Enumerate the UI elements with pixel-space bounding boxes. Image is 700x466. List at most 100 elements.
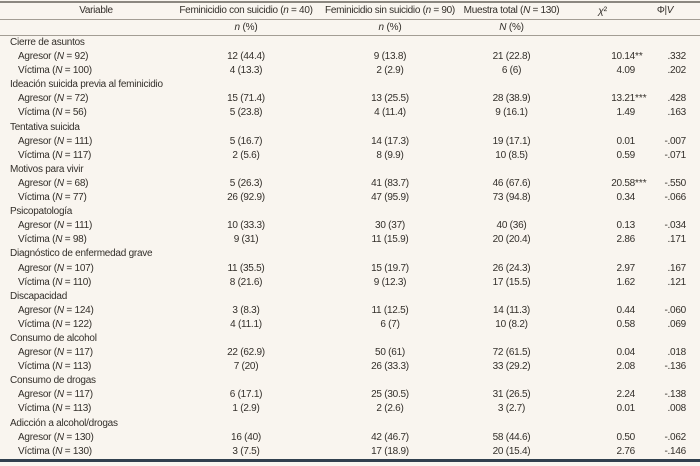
cell-chi-squared: 2.24 [616, 389, 636, 401]
cell-sin-suicidio: 9 (12.3) [373, 276, 407, 288]
cell-con-suicidio: 3 (8.3) [232, 304, 260, 316]
column-header-muestra-total: Muestra total (N = 130) [463, 5, 560, 16]
row-label: Víctima (N = 98) [18, 234, 87, 246]
cell-chi-squared: 0.50 [616, 431, 636, 443]
group-label: Ideación suicida previa al feminicidio [10, 79, 163, 91]
group-header-row: Consumo de alcohol [0, 332, 700, 346]
cell-phi-v: .332 [667, 51, 687, 63]
cell-muestra-total: 10 (8.2) [495, 318, 528, 330]
group-label: Consumo de drogas [10, 375, 96, 387]
row-label: Agresor (N = 130) [18, 431, 94, 443]
cell-chi-squared: 0.44 [616, 304, 636, 316]
cell-sin-suicidio: 47 (95.9) [371, 192, 409, 204]
cell-chi-squared: 2.86 [616, 234, 636, 246]
subheader-n-pct-total: N (%) [499, 22, 524, 33]
table-row: Agresor (N = 117) 22 (62.9) 50 (61) 72 (61.… [0, 346, 700, 360]
cell-sin-suicidio: 26 (33.3) [371, 361, 409, 373]
cell-muestra-total: 28 (38.9) [492, 93, 531, 105]
cell-phi-v: .008 [667, 403, 687, 415]
cell-muestra-total: 9 (16.1) [495, 107, 528, 119]
cell-chi-squared: 2.76 [616, 445, 636, 457]
cell-sin-suicidio: 6 (7) [380, 318, 400, 330]
cell-phi-v: -.062 [664, 431, 686, 443]
column-header-variable: Variable [79, 5, 113, 16]
cell-chi-squared: 0.04 [616, 347, 636, 359]
subheader-n-pct-con: n (%) [234, 22, 258, 33]
cell-sin-suicidio: 2 (2.9) [376, 65, 404, 77]
cell-chi-squared: 2.08 [616, 361, 636, 373]
cell-chi-squared: 0.59 [616, 149, 636, 161]
subheader-divider-rule [0, 35, 700, 36]
cell-phi-v: -.550 [664, 177, 686, 189]
row-label: Víctima (N = 117) [18, 149, 92, 161]
cell-muestra-total: 46 (67.6) [492, 177, 531, 189]
row-label: Agresor (N = 117) [18, 389, 93, 401]
cell-chi-squared: 1.49 [616, 107, 636, 119]
table-row: Agresor (N = 130) 16 (40) 42 (46.7) 58 (44.… [0, 431, 700, 445]
table-row: Víctima (N = 77) 26 (92.9) 47 (95.9) 73 (94… [0, 191, 700, 205]
group-label: Motivos para vivir [10, 163, 84, 175]
cell-muestra-total: 40 (36) [496, 220, 527, 232]
cell-con-suicidio: 4 (13.3) [229, 65, 263, 77]
table-row: Víctima (N = 113) 7 (20) 26 (33.3) 33 (29.2… [0, 360, 700, 374]
cell-muestra-total: 21 (22.8) [492, 51, 531, 63]
cell-phi-v: .163 [667, 107, 687, 119]
cell-muestra-total: 10 (8.5) [495, 149, 528, 161]
cell-con-suicidio: 15 (71.4) [227, 93, 265, 105]
cell-sin-suicidio: 41 (83.7) [371, 177, 409, 189]
cell-muestra-total: 3 (2.7) [497, 403, 526, 415]
cell-con-suicidio: 8 (21.6) [229, 276, 263, 288]
cell-con-suicidio: 11 (35.5) [227, 262, 265, 274]
cell-phi-v: -.071 [664, 149, 686, 161]
group-label: Consumo de alcohol [10, 332, 97, 344]
cell-chi-squared: 0.01 [616, 403, 636, 415]
table-bottom-rule [0, 458, 700, 462]
row-label: Agresor (N = 111) [18, 135, 93, 147]
cell-con-suicidio: 22 (62.9) [227, 347, 265, 359]
table-row: Víctima (N = 100) 4 (13.3) 2 (2.9) 6 (6) 4.0… [0, 64, 700, 78]
row-label: Víctima (N = 122) [18, 318, 92, 330]
cell-sin-suicidio: 30 (37) [375, 220, 405, 232]
cell-con-suicidio: 3 (7.5) [232, 445, 260, 457]
cell-phi-v: -.136 [664, 361, 686, 373]
cell-con-suicidio: 7 (20) [233, 361, 259, 373]
row-label: Víctima (N = 113) [18, 361, 92, 373]
cell-sin-suicidio: 9 (13.8) [373, 51, 407, 63]
cell-con-suicidio: 26 (92.9) [227, 192, 265, 204]
cell-phi-v: -.007 [664, 135, 686, 147]
row-label: Agresor (N = 72) [18, 93, 89, 105]
table-row: Víctima (N = 130) 3 (7.5) 17 (18.9) 20 (15.… [0, 445, 700, 459]
cell-sin-suicidio: 14 (17.3) [371, 135, 409, 147]
cell-sin-suicidio: 11 (15.9) [371, 234, 409, 246]
cell-chi-squared: 4.09 [616, 65, 636, 77]
cell-sin-suicidio: 15 (19.7) [371, 262, 409, 274]
cell-sin-suicidio: 25 (30.5) [371, 389, 409, 401]
group-header-row: Cierre de asuntos [0, 36, 700, 50]
cell-con-suicidio: 5 (16.7) [229, 135, 263, 147]
cell-muestra-total: 14 (11.3) [492, 304, 531, 316]
group-header-row: Motivos para vivir [0, 163, 700, 177]
row-label: Agresor (N = 92) [18, 51, 89, 63]
row-label: Agresor (N = 117) [18, 347, 93, 359]
table-body: Cierre de asuntos Agresor (N = 92) 12 (44.… [0, 36, 700, 459]
cell-sin-suicidio: 8 (9.9) [376, 149, 404, 161]
cell-phi-v: -.146 [664, 445, 686, 457]
cell-phi-v: -.138 [664, 389, 686, 401]
cell-chi-squared: 0.13 [616, 220, 636, 232]
cell-chi-squared: 2.97 [616, 262, 636, 274]
cell-con-suicidio: 16 (40) [231, 431, 261, 443]
row-label: Agresor (N = 111) [18, 220, 93, 232]
group-header-row: Adicción a alcohol/drogas [0, 417, 700, 431]
cell-chi-squared: 0.34 [616, 192, 636, 204]
column-header-chi-squared: χ² [598, 5, 607, 17]
cell-con-suicidio: 6 (17.1) [229, 389, 263, 401]
cell-phi-v: .202 [667, 65, 687, 77]
row-label: Víctima (N = 56) [18, 107, 87, 119]
table-row: Agresor (N = 92) 12 (44.4) 9 (13.8) 21 (22.… [0, 50, 700, 64]
cell-phi-v: .428 [667, 93, 687, 105]
table-row: Víctima (N = 98) 9 (31) 11 (15.9) 20 (20.4)… [0, 233, 700, 247]
cell-sin-suicidio: 50 (61) [375, 347, 405, 359]
cell-muestra-total: 58 (44.6) [492, 431, 531, 443]
group-label: Discapacidad [10, 290, 68, 302]
